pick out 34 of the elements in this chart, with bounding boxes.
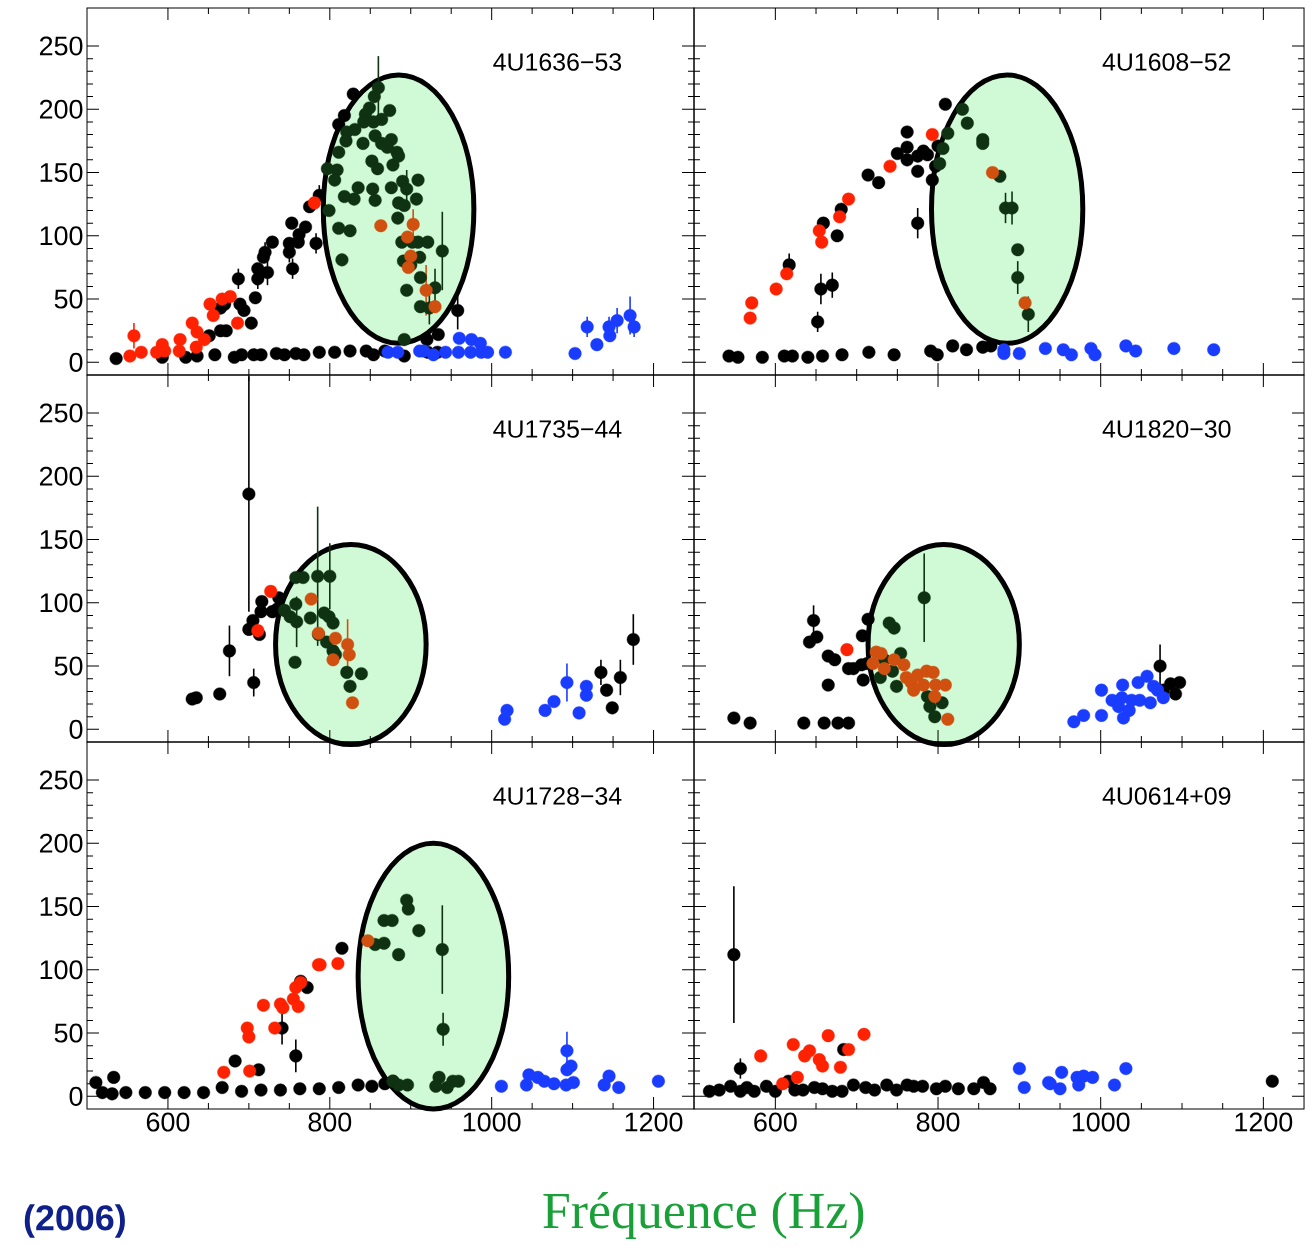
y-tick-label: 200 [39,99,83,119]
y-tick-label: 100 [40,593,83,613]
y-tick-label: 250 [39,770,83,790]
x-tick-label: 800 [308,1112,352,1132]
x-tick-label: 1000 [1072,1112,1130,1132]
y-tick-label: 200 [39,833,83,853]
annotation: 4U1820−30 [1102,420,1231,438]
y-tick-label: 50 [54,656,83,676]
y-tick-label: 0 [69,1086,83,1106]
y-tick-label: 150 [40,163,83,183]
x-tick-label: 600 [754,1112,797,1132]
annotation: 4U1608−52 [1102,53,1231,71]
annotation: 4U1735−44 [493,420,622,438]
y-tick-label: 150 [40,530,83,550]
x-tick-label: 1000 [463,1112,521,1132]
x-tick-label: 1200 [625,1112,683,1132]
y-tick-label: 250 [39,36,83,56]
annotation: 4U1728−34 [493,787,622,805]
text: (2006) [24,1204,125,1238]
x-axis-title: Fréquence (Hz) [543,1191,864,1239]
y-tick-label: 150 [40,897,83,917]
y-tick-label: 0 [69,719,83,739]
annotation: 4U0614+09 [1102,787,1231,805]
y-tick-label: 200 [39,466,83,486]
y-tick-label: 50 [54,289,83,309]
y-tick-label: 100 [40,226,83,246]
y-tick-label: 100 [40,960,83,980]
x-tick-label: 1200 [1235,1112,1293,1132]
annotation: 4U1636−53 [493,53,622,71]
x-tick-label: 600 [146,1112,190,1132]
y-tick-label: 50 [54,1023,83,1043]
y-tick-label: 250 [39,403,83,423]
x-tick-label: 800 [916,1112,960,1132]
y-tick-label: 0 [69,352,83,372]
